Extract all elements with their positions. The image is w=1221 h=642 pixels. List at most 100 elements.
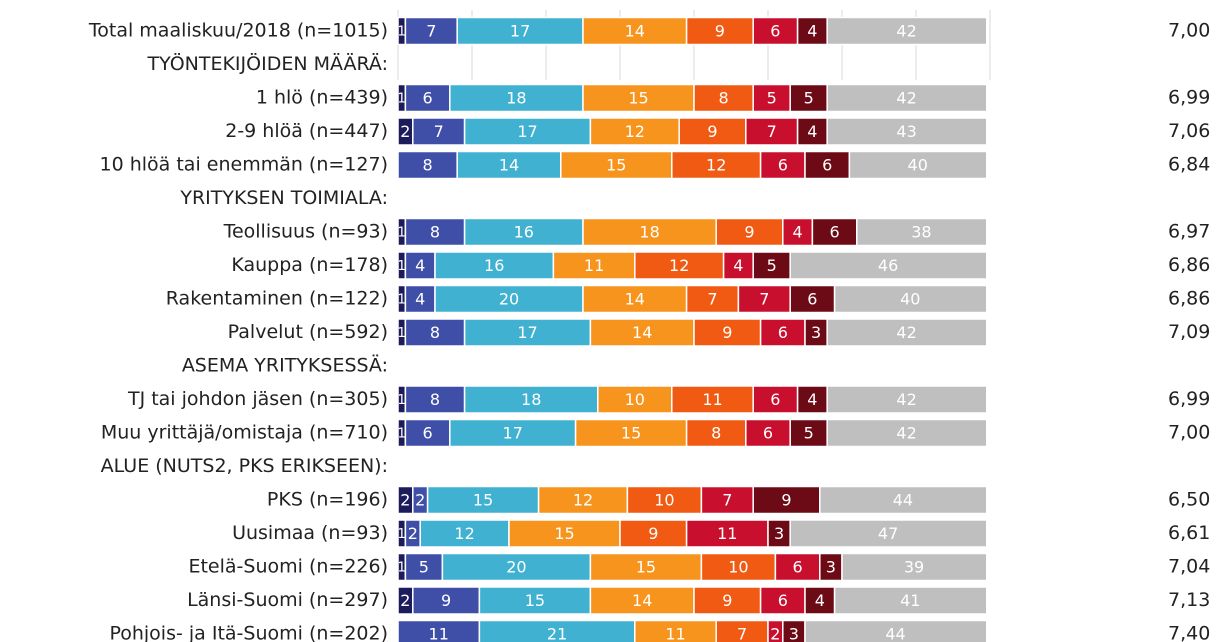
segment-label: 17 (503, 424, 523, 443)
segment-label: 8 (711, 424, 721, 443)
segment-label: 6 (423, 424, 433, 443)
bar-segment (848, 150, 986, 180)
average-label: 6,61 (1168, 522, 1210, 544)
segment-label: 9 (722, 323, 732, 342)
segment-label: 5 (804, 424, 814, 443)
segment-label: 40 (908, 156, 928, 175)
bar-segment (826, 16, 986, 46)
segment-label: 7 (707, 290, 717, 309)
segment-label: 3 (811, 323, 821, 342)
bar-segment (700, 485, 754, 515)
segment-label: 42 (896, 390, 916, 409)
segment-label: 1 (398, 326, 406, 341)
category-label: 1 hlö (n=439) (256, 87, 388, 109)
average-label: 6,86 (1168, 254, 1210, 276)
average-label: 7,04 (1168, 556, 1210, 578)
category-label: ALUE (NUTS2, PKS ERIKSEEN): (101, 455, 388, 477)
bar-segment (412, 117, 466, 146)
bar-segment (819, 485, 986, 515)
bar-segment (826, 83, 986, 113)
bar-segment (752, 485, 821, 515)
segment-label: 9 (744, 223, 754, 242)
category-label: 10 hlöä tai enemmän (n=127) (100, 154, 388, 176)
segment-label: 6 (778, 591, 788, 610)
segment-label: 4 (793, 223, 803, 242)
bar-segment (404, 16, 458, 46)
segment-label: 11 (717, 524, 737, 543)
segment-label: 12 (573, 491, 593, 510)
bar-segment (404, 318, 466, 347)
bar-segment (685, 519, 769, 548)
segment-label: 17 (517, 122, 537, 141)
average-label: 7,00 (1168, 422, 1210, 444)
segment-label: 7 (434, 122, 444, 141)
bar-segment (537, 485, 629, 515)
labels: Total maaliskuu/2018 (n=1015) 1 7 17 14 9 6 4 42… (88, 20, 1210, 642)
segment-label: 3 (826, 558, 836, 577)
average-label: 6,86 (1168, 288, 1210, 310)
segment-label: 14 (632, 323, 652, 342)
bar-segment (582, 217, 717, 247)
category-label: Muu yrittäjä/omistaja (n=710) (101, 422, 388, 444)
bar-segment (745, 418, 791, 448)
segment-label: 1 (398, 561, 406, 576)
bar-segment (856, 217, 986, 247)
segment-label: 6 (807, 290, 817, 309)
average-label: 7,13 (1168, 589, 1210, 611)
segment-label: 9 (441, 591, 451, 610)
category-label: 2-9 hlöä (n=447) (225, 120, 388, 142)
average-label: 6,99 (1168, 388, 1210, 410)
bar-segment (759, 318, 806, 347)
segment-label: 12 (706, 156, 726, 175)
segment-label: 10 (625, 390, 645, 409)
bar-segment (560, 150, 673, 180)
category-label: Kauppa (n=178) (231, 254, 388, 276)
bar-segment (404, 418, 451, 448)
segment-label: 39 (904, 558, 924, 577)
bar-segment (404, 284, 436, 314)
segment-label: 42 (896, 424, 916, 443)
segment-label: 5 (419, 558, 429, 577)
segment-label: 14 (499, 156, 519, 175)
segment-label: 14 (625, 22, 645, 41)
bar-segment (789, 251, 986, 280)
segment-label: 41 (900, 591, 920, 610)
bar-segment (574, 418, 688, 448)
bar-segment (796, 117, 828, 146)
bar-segment (463, 385, 599, 414)
bar-segment (804, 619, 986, 642)
category-label: PKS (n=196) (267, 489, 388, 511)
category-label: Rakentaminen (n=122) (166, 288, 388, 310)
segment-label: 11 (702, 390, 722, 409)
segment-label: 1 (398, 393, 406, 408)
average-label: 6,99 (1168, 87, 1210, 109)
segment-label: 12 (454, 524, 474, 543)
segment-label: 14 (625, 290, 645, 309)
segment-label: 7 (722, 491, 732, 510)
bar-segment (626, 485, 703, 515)
segment-label: 15 (606, 156, 626, 175)
segment-label: 6 (763, 424, 773, 443)
bar-segment (833, 586, 986, 615)
segment-label: 1 (398, 25, 406, 40)
segment-label: 15 (473, 491, 493, 510)
average-label: 7,40 (1168, 623, 1210, 642)
segment-label: 7 (759, 290, 769, 309)
segment-label: 44 (893, 491, 913, 510)
segment-label: 4 (807, 390, 817, 409)
average-label: 6,84 (1168, 154, 1210, 176)
segment-label: 6 (770, 22, 780, 41)
segment-label: 9 (707, 122, 717, 141)
segment-label: 8 (430, 323, 440, 342)
segment-label: 2 (415, 491, 425, 510)
bar-segment (774, 552, 821, 582)
segment-label: 8 (423, 156, 433, 175)
category-label: Etelä-Suomi (n=226) (188, 556, 388, 578)
bar-segment (693, 83, 754, 113)
segment-label: 21 (547, 625, 567, 642)
category-label: Uusimaa (n=93) (232, 522, 388, 544)
segment-label: 3 (774, 524, 784, 543)
category-label: TJ tai johdon jäsen (n=305) (127, 388, 388, 410)
bar-segment (678, 117, 747, 146)
bar-segment (826, 385, 986, 414)
